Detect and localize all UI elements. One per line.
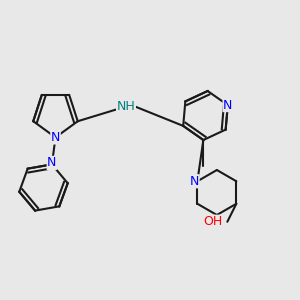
Text: N: N [190,175,199,188]
Text: N: N [47,156,57,170]
Text: N: N [51,131,60,144]
Text: NH: NH [117,100,135,113]
Text: OH: OH [204,215,223,228]
Text: N: N [223,99,232,112]
